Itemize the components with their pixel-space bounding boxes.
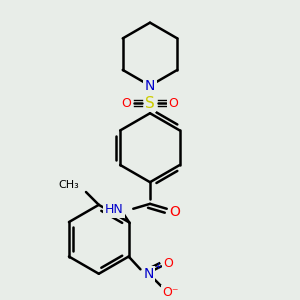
Text: O⁻: O⁻ (162, 286, 178, 299)
Text: HN: HN (105, 203, 123, 216)
Text: O: O (169, 205, 180, 219)
Text: N: N (145, 79, 155, 93)
Text: O: O (163, 257, 173, 270)
Text: O: O (169, 97, 178, 110)
Text: N: N (143, 267, 154, 281)
Text: +: + (154, 262, 161, 271)
Text: CH₃: CH₃ (58, 180, 79, 190)
Text: S: S (145, 96, 155, 111)
Text: O: O (122, 97, 131, 110)
